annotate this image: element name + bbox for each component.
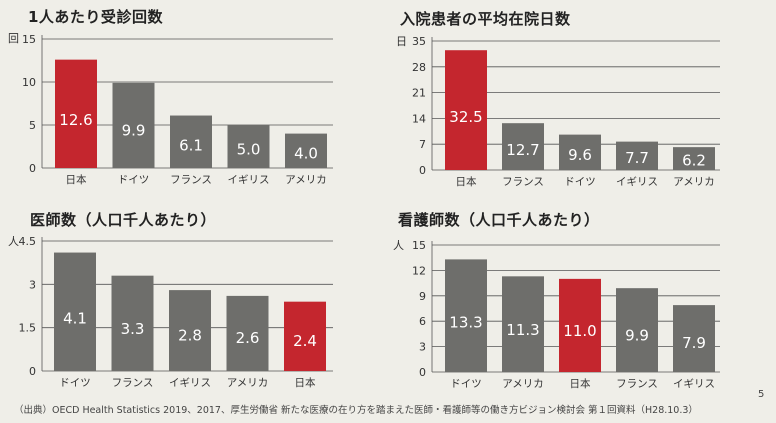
category-label: アメリカ bbox=[502, 378, 543, 390]
bar-value-label: 32.5 bbox=[449, 108, 482, 126]
chart-doctors: 医師数（人口千人あたり） bbox=[0, 205, 388, 395]
bar-value-label: 6.1 bbox=[179, 136, 203, 154]
bar bbox=[54, 252, 96, 371]
category-label: ドイツ bbox=[118, 174, 150, 186]
category-label: 日本 bbox=[570, 377, 591, 390]
bar bbox=[616, 288, 658, 372]
bar-value-label: 12.7 bbox=[506, 141, 539, 159]
bar-value-label: 12.6 bbox=[59, 111, 92, 129]
bar-value-label: 9.9 bbox=[625, 326, 649, 344]
bar-value-label: 9.9 bbox=[122, 122, 146, 140]
bar-value-label: 4.1 bbox=[63, 310, 87, 328]
category-label: フランス bbox=[112, 377, 154, 389]
bar bbox=[169, 290, 211, 371]
bar bbox=[559, 134, 601, 170]
bar bbox=[502, 276, 544, 372]
y-tick-label: 35 bbox=[412, 35, 426, 48]
bar-value-label: 4.0 bbox=[294, 145, 318, 163]
category-label: イギリス bbox=[616, 176, 658, 188]
y-tick-label: 15 bbox=[22, 33, 36, 46]
bar bbox=[445, 50, 487, 170]
bar bbox=[559, 278, 601, 372]
y-tick-label: 0 bbox=[29, 162, 36, 175]
bar bbox=[285, 133, 327, 168]
category-label: イギリス bbox=[228, 174, 270, 186]
chart-title: 1人あたり受診回数 bbox=[28, 8, 163, 26]
unit-label: 回 bbox=[8, 32, 19, 45]
bar-value-label: 7.9 bbox=[682, 334, 706, 352]
bar-value-label: 2.4 bbox=[293, 332, 317, 350]
chart-1: 0 7 14 21 28 35 日 32.5 日本 12.7 フランス 9.6 ドイツ 7.7 イギリス 6.… bbox=[396, 35, 720, 188]
unit-label: 人 bbox=[393, 239, 404, 252]
y-tick-label: 0 bbox=[419, 366, 426, 379]
bar-value-label: 13.3 bbox=[449, 313, 482, 331]
y-tick-label: 3 bbox=[419, 341, 426, 354]
y-tick-label: 3 bbox=[29, 278, 36, 291]
chart-hospital-stay: 入院患者の平均在院日数 bbox=[388, 0, 776, 200]
category-label: アメリカ bbox=[285, 174, 326, 186]
category-label: 日本 bbox=[66, 173, 87, 186]
y-tick-label: 6 bbox=[419, 315, 426, 328]
category-label: 日本 bbox=[456, 175, 477, 188]
y-tick-label: 28 bbox=[412, 61, 426, 74]
bar bbox=[502, 123, 544, 170]
source-note: （出典）OECD Health Statistics 2019、2017、厚生労… bbox=[14, 405, 698, 416]
bar bbox=[170, 115, 212, 168]
category-label: フランス bbox=[170, 174, 212, 186]
bar bbox=[284, 301, 326, 371]
bar bbox=[673, 147, 715, 170]
bar bbox=[226, 295, 269, 371]
y-tick-label: 7 bbox=[419, 138, 426, 151]
category-label: アメリカ bbox=[227, 377, 268, 389]
category-label: ドイツ bbox=[59, 377, 91, 389]
category-label: フランス bbox=[616, 378, 658, 390]
y-tick-label: 12 bbox=[412, 264, 426, 277]
bar bbox=[673, 305, 715, 372]
bar-value-label: 9.6 bbox=[568, 146, 592, 164]
bar-value-label: 11.3 bbox=[506, 321, 539, 339]
bar-value-label: 3.3 bbox=[121, 320, 145, 338]
y-tick-label: 21 bbox=[412, 87, 426, 100]
bar-value-label: 11.0 bbox=[563, 322, 596, 340]
y-tick-label: 1.5 bbox=[19, 322, 37, 335]
chart-title: 看護師数（人口千人あたり） bbox=[398, 211, 600, 229]
y-tick-label: 9 bbox=[419, 290, 426, 303]
chart-3: 0 3 6 9 12 15 人 13.3 ドイツ 11.3 アメリカ 11.0 日本 9.9 フランス 7.9… bbox=[393, 239, 720, 390]
bar bbox=[111, 275, 154, 371]
bar-value-label: 2.6 bbox=[236, 329, 260, 347]
page-number: 5 bbox=[758, 389, 765, 400]
chart-nurses: 看護師数（人口千人あたり） bbox=[388, 205, 776, 395]
chart-title: 入院患者の平均在院日数 bbox=[400, 10, 571, 28]
y-tick-label: 0 bbox=[419, 164, 426, 177]
chart-visits: 1人あたり受診回数 bbox=[0, 0, 388, 200]
chart-2: 0 1.5 3 4.5人 4.1 ドイツ 3.3 フランス 2.8 イギリス 2.6 アメリカ 2.4 日… bbox=[8, 235, 333, 389]
bar bbox=[112, 82, 155, 168]
y-tick-label: 4.5 bbox=[19, 235, 37, 248]
category-label: フランス bbox=[502, 176, 544, 188]
bar-value-label: 7.7 bbox=[625, 149, 649, 167]
category-label: ドイツ bbox=[564, 176, 596, 188]
category-label: アメリカ bbox=[673, 176, 714, 188]
category-label: イギリス bbox=[169, 377, 211, 389]
bar bbox=[55, 59, 97, 168]
unit-label: 人 bbox=[8, 235, 19, 248]
bar-value-label: 6.2 bbox=[682, 152, 706, 170]
y-tick-label: 10 bbox=[22, 76, 36, 89]
category-label: 日本 bbox=[295, 376, 316, 389]
bar-value-label: 2.8 bbox=[178, 327, 202, 345]
bar bbox=[227, 125, 270, 168]
chart-0: 0 5 10 15回 12.6 日本 9.9 ドイツ 6.1 フランス 5.0 イギリス 4.0 アメリカ bbox=[8, 32, 333, 186]
unit-label: 日 bbox=[396, 35, 407, 48]
category-label: イギリス bbox=[673, 378, 715, 390]
y-tick-label: 15 bbox=[412, 239, 426, 252]
bar bbox=[445, 259, 487, 372]
category-label: ドイツ bbox=[450, 378, 482, 390]
y-tick-label: 14 bbox=[412, 112, 426, 125]
chart-title: 医師数（人口千人あたり） bbox=[30, 211, 217, 229]
y-tick-label: 5 bbox=[29, 119, 36, 132]
bar bbox=[616, 141, 658, 170]
y-tick-label: 0 bbox=[29, 365, 36, 378]
bar-value-label: 5.0 bbox=[237, 141, 261, 159]
